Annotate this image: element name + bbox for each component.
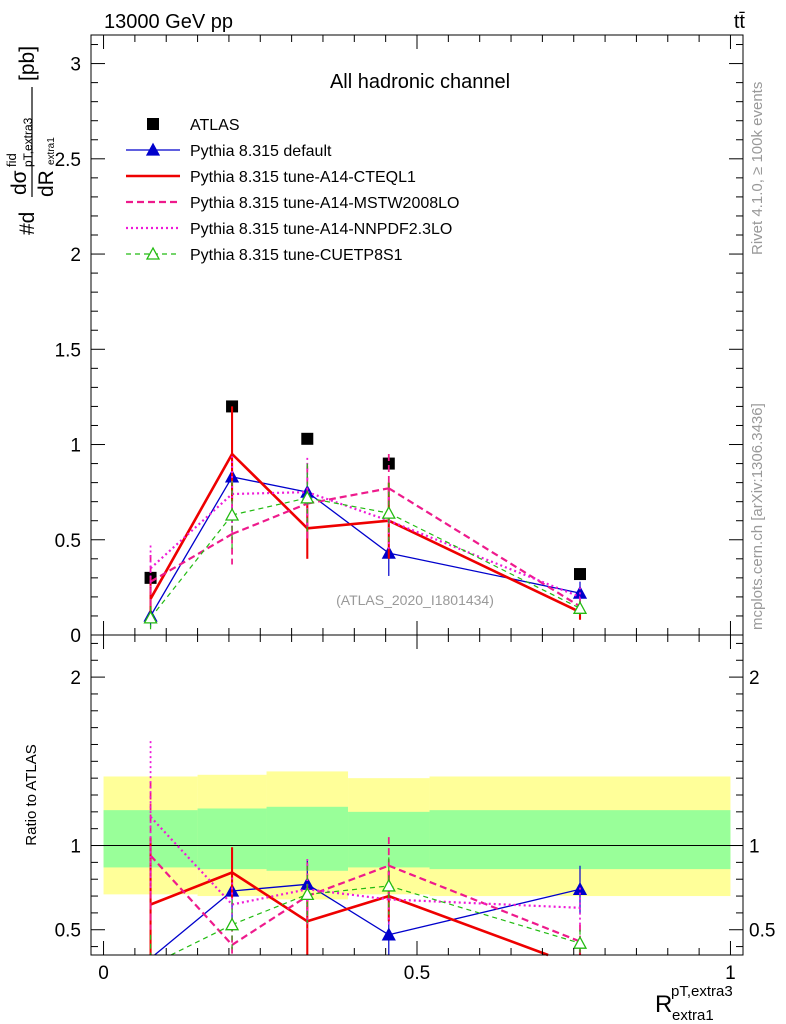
legend-label: Pythia 8.315 default bbox=[190, 143, 332, 160]
main-panel: 0 0.5 1 1.5 2 2.5 3 All hadronic channel (ATLA… bbox=[4, 34, 744, 647]
series-pythia-8-315-tune-a14-cteql1 bbox=[149, 406, 582, 622]
legend-item: Pythia 8.315 tune-CUETP8S1 bbox=[126, 246, 403, 264]
main-y-tick-label: 1.5 bbox=[55, 340, 81, 361]
x-label-main: R bbox=[655, 991, 672, 1018]
series-line bbox=[150, 871, 549, 957]
ratio-y-ticks: 0.5 0.5 1 1 2 2 bbox=[55, 642, 775, 948]
series-marker bbox=[300, 490, 315, 504]
series-line bbox=[150, 476, 581, 617]
main-y-tick-label: 2 bbox=[70, 245, 81, 266]
legend-label: Pythia 8.315 tune-CUETP8S1 bbox=[190, 247, 403, 264]
series-marker bbox=[572, 600, 588, 614]
series-pythia-8-315-tune-a14-mstw2008lo bbox=[149, 454, 581, 615]
series-pythia-8-315-tune-a14-nnpdf2-3lo bbox=[149, 455, 581, 607]
series-marker bbox=[224, 917, 240, 931]
ratio-y-tick-label-right: 2 bbox=[749, 668, 760, 689]
series-atlas bbox=[144, 400, 586, 584]
y-label-denominator-sub: extra1 bbox=[46, 137, 57, 165]
series-line bbox=[150, 487, 581, 608]
main-frame bbox=[90, 34, 744, 636]
legend-item: Pythia 8.315 tune-A14-CTEQL1 bbox=[126, 169, 416, 186]
y-label-denominator-sup: pT,extra3 bbox=[21, 117, 35, 167]
ratio-y-tick-label: 1 bbox=[70, 837, 81, 858]
legend-item: Pythia 8.315 default bbox=[126, 142, 332, 160]
series-marker bbox=[300, 887, 315, 901]
series-line bbox=[149, 491, 581, 598]
mcplots-label: mcplots.cern.ch [arXiv:1306.3436] bbox=[749, 403, 766, 630]
ratio-y-tick-label-right: 0.5 bbox=[749, 921, 775, 942]
main-series-layer bbox=[143, 400, 588, 630]
legend: ATLAS Pythia 8.315 default Pythia 8.315 tu… bbox=[126, 117, 459, 264]
series-line bbox=[149, 453, 581, 614]
ratio-y-axis-label: Ratio to ATLAS bbox=[23, 744, 40, 845]
data-point-marker bbox=[382, 457, 395, 470]
main-y-tick-label: 2.5 bbox=[55, 150, 81, 171]
series-pythia-8-315-tune-cuetp8s1 bbox=[149, 857, 588, 956]
series-pythia-8-315-tune-cuetp8s1 bbox=[143, 463, 588, 630]
main-title: All hadronic channel bbox=[330, 71, 510, 93]
data-point-marker bbox=[301, 432, 314, 445]
ratio-y-tick-label: 0.5 bbox=[55, 921, 81, 942]
ratio-x-tick-label: 0 bbox=[98, 963, 109, 984]
legend-item: Pythia 8.315 tune-A14-NNPDF2.3LO bbox=[126, 221, 452, 238]
rivet-version-label: Rivet 4.1.0, ≥ 100k events bbox=[749, 82, 766, 255]
data-point-marker bbox=[574, 568, 586, 581]
energy-label: 13000 GeV pp bbox=[104, 11, 233, 33]
ratio-y-tick-label: 2 bbox=[70, 668, 81, 689]
y-label-numerator-sup: fid bbox=[4, 153, 19, 167]
y-label-unit: [pb] bbox=[16, 46, 39, 81]
main-y-ticks: 0 0.5 1 1.5 2 2.5 3 bbox=[55, 35, 743, 647]
legend-label: Pythia 8.315 tune-A14-CTEQL1 bbox=[190, 169, 416, 186]
ratio-band-inner bbox=[429, 810, 731, 870]
series-line bbox=[150, 497, 581, 619]
ratio-uncertainty-bands bbox=[103, 771, 731, 900]
series-marker bbox=[381, 878, 396, 892]
series-marker bbox=[572, 935, 588, 949]
series-line bbox=[154, 883, 581, 956]
y-label-prefix: #d bbox=[16, 212, 39, 235]
ratio-panel: 0.5 0.51 12 2 0 0.5 1 Ratio to ATLAS R pT,ext… bbox=[23, 634, 775, 1024]
legend-swatch bbox=[147, 118, 159, 130]
main-y-tick-label: 0.5 bbox=[55, 531, 81, 552]
legend-label: Pythia 8.315 tune-A14-MSTW2008LO bbox=[190, 195, 459, 212]
x-label-sup: pT,extra3 bbox=[671, 983, 733, 1000]
main-y-tick-label: 3 bbox=[70, 55, 81, 76]
legend-label: ATLAS bbox=[190, 117, 240, 134]
y-label-denominator: dR bbox=[35, 170, 58, 197]
main-y-tick-label: 0 bbox=[70, 626, 81, 647]
legend-item: ATLAS bbox=[147, 117, 240, 134]
analysis-watermark: (ATLAS_2020_I1801434) bbox=[336, 592, 494, 608]
series-marker bbox=[224, 507, 240, 521]
ratio-x-ticks: 0 0.5 1 bbox=[98, 635, 736, 984]
legend-marker bbox=[145, 142, 161, 156]
series-marker bbox=[143, 610, 158, 624]
y-label-numerator: dσ bbox=[8, 170, 31, 195]
ratio-x-tick-label: 0.5 bbox=[404, 963, 430, 984]
legend-label: Pythia 8.315 tune-A14-NNPDF2.3LO bbox=[190, 221, 452, 238]
series-marker bbox=[381, 927, 396, 941]
main-y-axis-label: #d dσ fid dR pT,extra3 extra1 [pb] bbox=[4, 46, 58, 235]
x-label-sub: extra1 bbox=[672, 1007, 714, 1024]
process-label: tt̄ bbox=[734, 11, 746, 33]
ratio-series-layer bbox=[149, 741, 588, 957]
ratio-x-tick-label: 1 bbox=[725, 963, 736, 984]
series-marker bbox=[381, 505, 396, 519]
series-line bbox=[170, 885, 581, 956]
legend-marker bbox=[145, 246, 161, 260]
main-y-tick-label: 1 bbox=[70, 436, 81, 457]
legend-item: Pythia 8.315 tune-A14-MSTW2008LO bbox=[126, 195, 459, 212]
x-axis-label: R pT,extra3 extra1 bbox=[655, 983, 733, 1024]
ratio-y-tick-label-right: 1 bbox=[749, 837, 760, 858]
series-line bbox=[149, 854, 581, 946]
